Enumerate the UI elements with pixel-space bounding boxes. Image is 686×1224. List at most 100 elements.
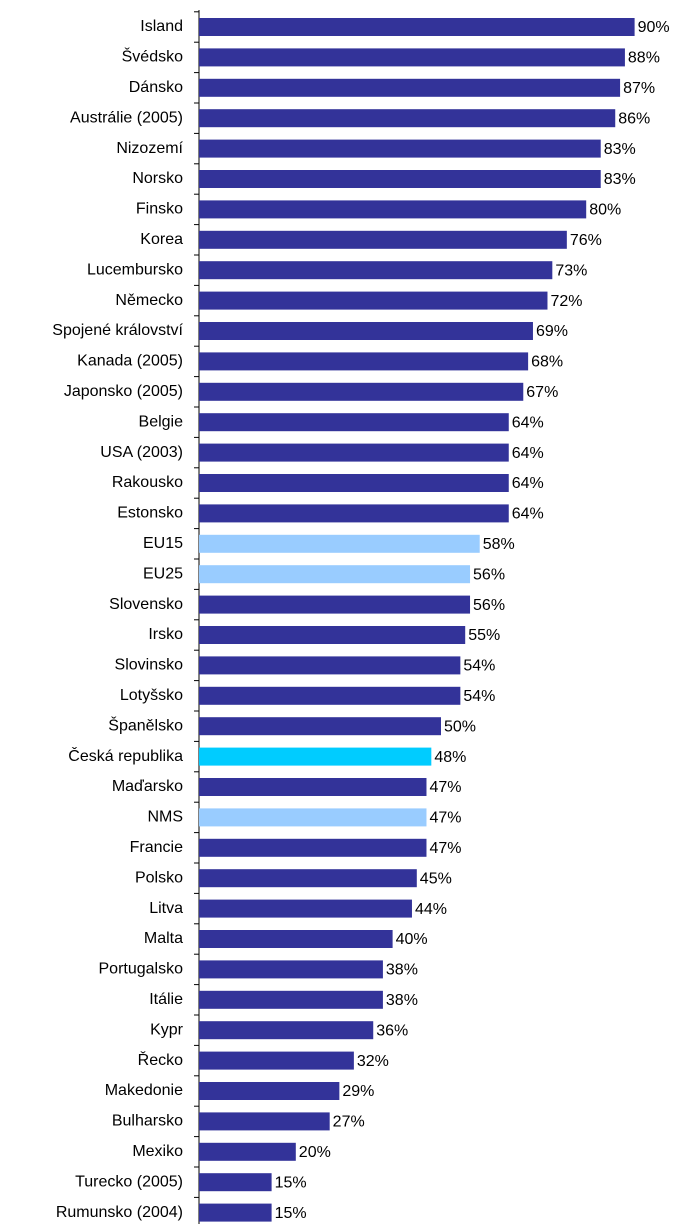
bar: [199, 960, 383, 979]
bar: [199, 899, 412, 918]
y-tick-label: Řecko: [138, 1050, 183, 1069]
value-label: 50%: [444, 718, 476, 735]
y-tick-label: Polsko: [135, 869, 183, 886]
y-tick-label: Korea: [140, 231, 183, 248]
y-tick-label: Francie: [130, 839, 183, 856]
value-label: 54%: [463, 658, 495, 675]
value-label: 29%: [342, 1083, 374, 1100]
bar: [199, 18, 635, 36]
y-tick-label: Island: [140, 18, 183, 35]
y-tick-label: Slovensko: [109, 596, 183, 613]
bar: [199, 656, 461, 675]
value-label: 83%: [604, 141, 636, 158]
bar: [199, 595, 471, 614]
value-label: 38%: [386, 962, 418, 979]
y-tick-label: Kanada (2005): [77, 353, 183, 370]
bar: [199, 352, 529, 371]
y-tick-label: Portugalsko: [99, 961, 184, 978]
value-label: 69%: [536, 323, 568, 340]
value-label: 47%: [429, 840, 461, 857]
value-label: 36%: [376, 1022, 408, 1039]
value-label: 64%: [512, 475, 544, 492]
bar: [199, 322, 533, 340]
value-label: 58%: [483, 536, 515, 553]
bar: [199, 109, 616, 128]
value-label: 38%: [386, 992, 418, 1009]
y-tick-label: USA (2003): [100, 444, 183, 461]
bar: [199, 990, 383, 1009]
y-tick-label: Lotyšsko: [120, 687, 183, 704]
bar: [199, 778, 427, 796]
y-tick-label: Španělsko: [108, 715, 183, 734]
bar: [199, 1082, 340, 1100]
bar: [199, 534, 480, 553]
y-tick-label: Norsko: [132, 170, 183, 187]
bar: [199, 139, 601, 158]
value-label: 32%: [357, 1053, 389, 1070]
value-label: 40%: [396, 931, 428, 948]
bar: [199, 869, 417, 888]
value-label: 56%: [473, 597, 505, 614]
bar: [199, 230, 567, 249]
bar: [199, 443, 509, 462]
bar: [199, 717, 441, 736]
bar: [199, 808, 427, 827]
y-tick-label: Slovinsko: [115, 657, 184, 674]
y-tick-label: Bulharsko: [112, 1113, 183, 1130]
bar: [199, 1203, 272, 1222]
value-label: 64%: [512, 414, 544, 431]
y-tick-label: Irsko: [148, 626, 183, 643]
value-label: 56%: [473, 566, 505, 583]
value-label: 86%: [618, 110, 650, 127]
y-tick-label: EU15: [143, 535, 183, 552]
y-tick-label: Makedonie: [105, 1082, 183, 1099]
bar: [199, 838, 427, 857]
bar: [199, 930, 393, 948]
y-tick-label: Mexiko: [132, 1143, 183, 1160]
value-label: 73%: [555, 262, 587, 279]
value-label: 15%: [275, 1174, 307, 1191]
bar: [199, 1051, 354, 1070]
bar: [199, 1112, 330, 1131]
bar: [199, 48, 625, 67]
y-tick-label: Německo: [115, 292, 183, 309]
y-tick-label: Estonsko: [117, 505, 183, 522]
bar: [199, 686, 461, 705]
y-tick-label: Kypr: [150, 1021, 184, 1038]
y-tick-label: Japonsko (2005): [64, 383, 183, 400]
value-label: 54%: [463, 688, 495, 705]
bar: [199, 747, 432, 766]
bar: [199, 261, 553, 280]
y-tick-label: Litva: [149, 900, 183, 917]
value-label: 55%: [468, 627, 500, 644]
value-label: 88%: [628, 50, 660, 67]
value-label: 68%: [531, 354, 563, 371]
bar: [199, 413, 509, 432]
value-label: 83%: [604, 171, 636, 188]
value-label: 15%: [275, 1205, 307, 1222]
y-tick-label: Česká republika: [68, 746, 183, 765]
bar: [199, 626, 466, 644]
y-tick-label: Maďarsko: [112, 778, 183, 795]
value-label: 47%: [429, 779, 461, 796]
bar: [199, 504, 509, 523]
value-label: 76%: [570, 232, 602, 249]
bar: [199, 565, 471, 584]
value-label: 48%: [434, 749, 466, 766]
bar: [199, 200, 587, 219]
value-label: 44%: [415, 901, 447, 918]
value-label: 87%: [623, 80, 655, 97]
y-tick-label: NMS: [147, 809, 183, 826]
y-tick-label: Turecko (2005): [75, 1173, 183, 1190]
value-label: 90%: [638, 19, 670, 36]
value-label: 80%: [589, 202, 621, 219]
value-label: 67%: [526, 384, 558, 401]
value-label: 72%: [550, 293, 582, 310]
bar: [199, 1021, 374, 1040]
value-label: 64%: [512, 506, 544, 523]
value-label: 27%: [333, 1114, 365, 1131]
value-label: 47%: [429, 810, 461, 827]
y-tick-label: Dánsko: [129, 79, 183, 96]
bar: [199, 78, 621, 97]
